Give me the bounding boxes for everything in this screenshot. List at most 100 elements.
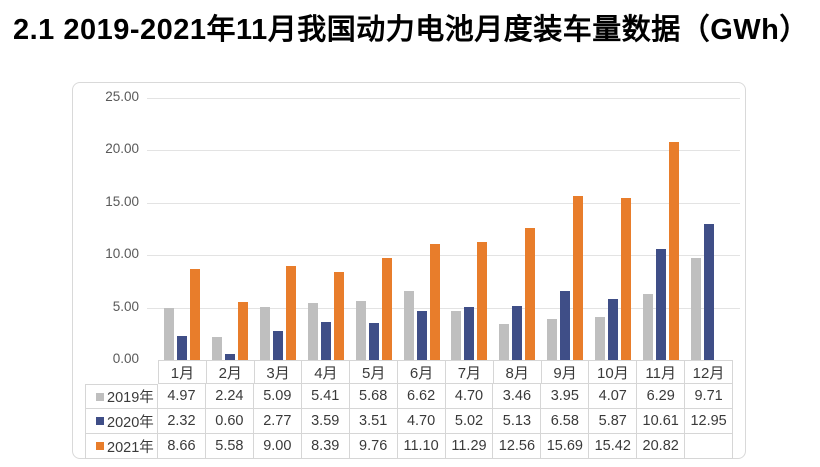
table-value-cell <box>685 434 734 459</box>
table-value-cell: 3.95 <box>541 384 590 409</box>
bar-2019年 <box>163 307 174 360</box>
table-value-cell: 6.58 <box>541 409 590 434</box>
table-value-cell: 9.71 <box>685 384 734 409</box>
bar-2021年 <box>669 141 680 360</box>
series-row-header: 2020年 <box>85 409 158 434</box>
gridline <box>147 203 740 204</box>
bar-2020年 <box>512 306 523 360</box>
table-value-cell: 5.13 <box>493 409 542 434</box>
table-value-cell: 5.58 <box>205 434 254 459</box>
series-name-label: 2019年 <box>107 390 154 406</box>
page-title: 2.1 2019-2021年11月我国动力电池月度装车量数据（GWh） <box>13 14 809 46</box>
chart: 25.00 20.00 15.00 10.00 5.00 0.00 1月 2月 3月 4月 5月 6… <box>72 82 746 459</box>
table-value-cell: 0.60 <box>205 409 254 434</box>
bar-2019年 <box>691 258 702 360</box>
bar-group <box>589 83 637 360</box>
month-label: 12月 <box>685 360 733 384</box>
bar-2020年 <box>704 224 715 360</box>
bar-2020年 <box>416 310 427 360</box>
month-label: 1月 <box>158 360 207 384</box>
table-value-cell: 11.10 <box>397 434 446 459</box>
table-value-cell: 2.32 <box>158 409 206 434</box>
month-label: 5月 <box>350 360 399 384</box>
month-label: 8月 <box>493 360 542 384</box>
table-row: 2019年 4.97 2.24 5.09 5.41 5.68 6.62 4.70 3.46 3.9… <box>85 384 734 409</box>
bar-2021年 <box>189 269 200 360</box>
table-value-cell: 9.76 <box>349 434 398 459</box>
bar-group <box>493 83 541 360</box>
y-axis-tick-label: 20.00 <box>105 141 139 156</box>
y-axis-tick-label: 15.00 <box>105 194 139 209</box>
bar-2019年 <box>403 290 414 360</box>
table-value-cell: 4.70 <box>397 409 446 434</box>
legend-marker-icon <box>96 417 104 425</box>
bar-2021年 <box>429 243 440 360</box>
bar-group <box>398 83 446 360</box>
gridline <box>147 150 740 151</box>
table-value-cell: 4.70 <box>445 384 494 409</box>
table-row: 2021年 8.66 5.58 9.00 8.39 9.76 11.10 11.29 12.56… <box>85 434 734 459</box>
table-value-cell: 3.46 <box>493 384 542 409</box>
table-value-cell: 4.07 <box>589 384 638 409</box>
month-label: 10月 <box>589 360 638 384</box>
bar-group <box>637 83 685 360</box>
month-label: 3月 <box>254 360 303 384</box>
bar-2021年 <box>285 265 296 360</box>
table-value-cell: 5.41 <box>301 384 350 409</box>
legend-marker-icon <box>96 392 104 401</box>
bar-2020年 <box>560 291 571 360</box>
bar-group <box>350 83 398 360</box>
bar-2021年 <box>333 272 344 360</box>
table-value-cell: 9.00 <box>253 434 302 459</box>
bar-2021年 <box>621 198 632 360</box>
bar-2020年 <box>368 323 379 360</box>
bar-2020年 <box>224 353 235 360</box>
table-row: 2020年 2.32 0.60 2.77 3.59 3.51 4.70 5.02 5.13 6.5… <box>85 409 734 434</box>
table-value-cell: 4.97 <box>158 384 206 409</box>
bar-group <box>446 83 494 360</box>
table-value-cell: 15.69 <box>541 434 590 459</box>
bar-2020年 <box>176 335 187 360</box>
bar-2019年 <box>451 310 462 360</box>
table-value-cell: 12.95 <box>685 409 734 434</box>
month-label: 11月 <box>637 360 686 384</box>
bar-group <box>206 83 254 360</box>
bar-group <box>254 83 302 360</box>
bar-2021年 <box>381 257 392 360</box>
table-value-cell: 5.09 <box>253 384 302 409</box>
table-value-cell: 5.68 <box>349 384 398 409</box>
bar-group <box>158 83 206 360</box>
table-value-cell: 6.29 <box>637 384 686 409</box>
table-value-cell: 20.82 <box>637 434 686 459</box>
bar-2019年 <box>355 300 366 360</box>
series-name-label: 2021年 <box>107 439 154 456</box>
y-axis-tick-label: 10.00 <box>105 246 139 261</box>
bar-2020年 <box>656 248 667 360</box>
bar-2021年 <box>237 301 248 360</box>
y-axis-tick-label: 0.00 <box>112 351 139 366</box>
series-row-header: 2021年 <box>85 434 158 459</box>
table-value-cell: 6.62 <box>397 384 446 409</box>
bar-2021年 <box>477 241 488 360</box>
y-axis-tick-label: 25.00 <box>105 89 139 104</box>
bar-2021年 <box>573 195 584 360</box>
bar-2019年 <box>499 323 510 360</box>
bar-2020年 <box>464 307 475 360</box>
bar-group <box>541 83 589 360</box>
table-value-cell: 11.29 <box>445 434 494 459</box>
bar-group <box>302 83 350 360</box>
table-value-cell: 2.24 <box>205 384 254 409</box>
bar-2019年 <box>643 294 654 360</box>
bar-2020年 <box>320 322 331 360</box>
table-value-cell: 5.87 <box>589 409 638 434</box>
bar-2021年 <box>525 228 536 360</box>
bar-2019年 <box>259 306 270 360</box>
table-value-cell: 15.42 <box>589 434 638 459</box>
bar-2019年 <box>211 336 222 360</box>
month-label: 9月 <box>541 360 590 384</box>
bar-2020年 <box>272 331 283 360</box>
table-value-cell: 3.59 <box>301 409 350 434</box>
chart-plot-area <box>158 83 733 360</box>
table-value-cell: 10.61 <box>637 409 686 434</box>
month-header-row: 1月 2月 3月 4月 5月 6月 7月 8月 9月 10月 11月 12月 <box>158 360 733 384</box>
